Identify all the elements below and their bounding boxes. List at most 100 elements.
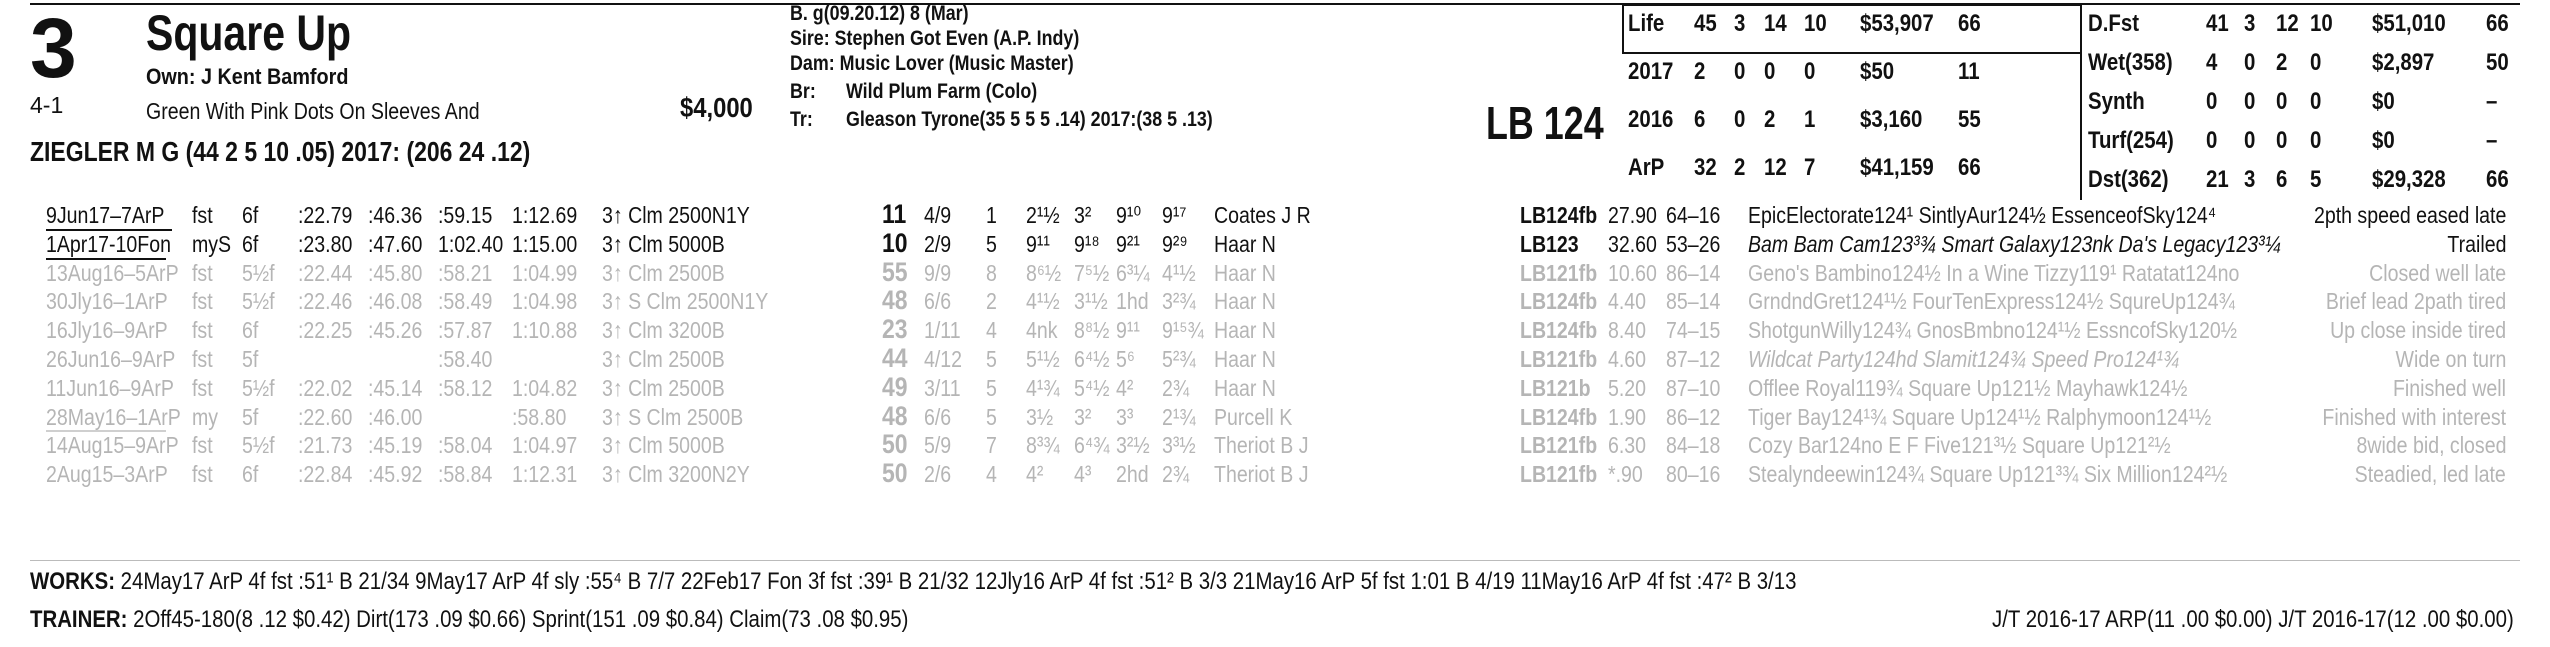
- pedigree-dam: Dam: Music Lover (Music Master): [790, 52, 1074, 75]
- race-date: 26Jun16–9ArP: [46, 346, 176, 372]
- race-final: 1:12.69: [512, 202, 578, 228]
- record-right-p: 0: [2276, 88, 2288, 115]
- weight-label: LB 124: [1486, 97, 1604, 149]
- race-final: 1:04.99: [512, 259, 578, 286]
- race-comp: Wildcat Party124hd Slamit124¾ Speed Pro1…: [1748, 346, 2180, 372]
- race-race: 3↑ Clm 2500B: [602, 346, 725, 372]
- record-right-label: Turf(254): [2088, 127, 2174, 154]
- race-pp: 2/6: [924, 461, 952, 488]
- race-st: 2: [986, 288, 997, 315]
- race-beyer: 48: [882, 285, 908, 316]
- race-jockey: Haar N: [1214, 374, 1276, 401]
- race-line: 30Jly16–1ArP fst 5½f:22.46:46.08:58.49 1:04…: [46, 285, 2536, 318]
- record-left-s: 0: [1804, 58, 1816, 85]
- race-fin: 3³½: [1162, 432, 1196, 459]
- race-wt: LB121fb: [1520, 432, 1598, 459]
- race-figs: 53–26: [1666, 230, 1721, 257]
- record-left-p: 14: [1764, 10, 1787, 37]
- race-separator: [46, 228, 172, 231]
- race-pp: 9/9: [924, 259, 952, 286]
- race-final: 1:12.31: [512, 461, 578, 488]
- race-c1: 5¹½: [1026, 346, 1060, 372]
- race-beyer: 50: [882, 458, 908, 489]
- race-fin: 2¹¾: [1162, 403, 1196, 430]
- race-f1: :22.79: [298, 202, 353, 228]
- record-right-earn: $2,897: [2372, 49, 2435, 76]
- race-comment: 2pth speed eased late: [2313, 202, 2506, 228]
- race-c2: 8⁸½: [1074, 317, 1110, 344]
- race-pp: 3/11: [924, 374, 961, 401]
- race-date: 14Aug15–9ArP: [46, 432, 179, 459]
- record-right-spd: 66: [2486, 10, 2509, 37]
- race-date: 13Aug16–5ArP: [46, 259, 179, 286]
- record-left-label: ArP: [1628, 154, 1665, 181]
- pedigree-line: B. g(09.20.12) 8 (Mar): [790, 2, 969, 25]
- claiming-price: $4,000: [680, 92, 753, 123]
- race-fin: 5²¾: [1162, 346, 1196, 372]
- race-cond: fst: [192, 432, 213, 459]
- race-wt: LB121fb: [1520, 461, 1598, 488]
- race-wt: LB124fb: [1520, 403, 1598, 430]
- race-odds: 32.60: [1608, 230, 1657, 257]
- race-wt: LB124fb: [1520, 317, 1598, 344]
- race-wt: LB121b: [1520, 374, 1591, 401]
- race-c2: 6⁴¾: [1074, 432, 1110, 459]
- race-wt: LB124fb: [1520, 202, 1598, 228]
- race-dist: 6f: [242, 230, 259, 257]
- race-st: 5: [986, 374, 997, 401]
- record-left-s: 7: [1804, 154, 1816, 181]
- silks-description: Green With Pink Dots On Sleeves And: [146, 98, 480, 124]
- record-right-w: 0: [2244, 127, 2256, 154]
- race-fin: 9²⁹: [1162, 230, 1188, 257]
- pedigree-trainer: Tr: Gleason Tyrone(35 5 5 5 .14) 2017:(3…: [790, 108, 1213, 131]
- race-st: 5: [986, 403, 997, 430]
- race-race: 3↑ Clm 2500N1Y: [602, 202, 750, 228]
- race-str: 6³¼: [1116, 259, 1150, 286]
- race-comp: Offlee Royal119¾ Square Up121½ Mayhawk12…: [1748, 374, 2188, 401]
- race-st: 8: [986, 259, 997, 286]
- race-c1: 9¹¹: [1026, 230, 1050, 257]
- record-right-label: Dst(362): [2088, 166, 2169, 193]
- record-left-w: 0: [1734, 58, 1746, 85]
- race-figs: 74–15: [1666, 317, 1721, 344]
- record-left-w: 0: [1734, 106, 1746, 133]
- race-f3: :58.21: [438, 259, 493, 286]
- race-race: 3↑ S Clm 2500B: [602, 403, 744, 430]
- record-left-p: 12: [1764, 154, 1787, 181]
- race-f1: :22.44: [298, 259, 353, 286]
- race-dist: 6f: [242, 461, 259, 488]
- record-left-p: 0: [1764, 58, 1776, 85]
- record-right-w: 3: [2244, 10, 2256, 37]
- top-rule: [30, 3, 2520, 5]
- race-beyer: 44: [882, 343, 908, 373]
- record-left-label: 2017: [1628, 58, 1674, 85]
- record-right-earn: $29,328: [2372, 166, 2446, 193]
- record-right-label: D.Fst: [2088, 10, 2139, 37]
- race-str: 4²: [1116, 374, 1134, 401]
- race-beyer: 49: [882, 371, 908, 402]
- race-c2: 5⁴½: [1074, 374, 1110, 401]
- race-comment: Finished well: [2392, 374, 2506, 401]
- record-right-w: 0: [2244, 88, 2256, 115]
- race-pp: 6/6: [924, 288, 952, 315]
- race-jockey: Haar N: [1214, 288, 1276, 315]
- race-pp: 5/9: [924, 432, 952, 459]
- race-comp: Bam Bam Cam123³¾ Smart Galaxy123nk Da's …: [1748, 230, 2281, 257]
- race-fin: 3²¾: [1162, 288, 1196, 315]
- race-fin: 2¾: [1162, 461, 1190, 488]
- race-c1: 3½: [1026, 403, 1054, 430]
- race-figs: 64–16: [1666, 202, 1721, 228]
- record-left-earn: $41,159: [1860, 154, 1934, 181]
- race-f2: :45.14: [368, 374, 423, 401]
- record-right-starts: 0: [2206, 88, 2218, 115]
- race-st: 7: [986, 432, 997, 459]
- record-right-spd: 66: [2486, 166, 2509, 193]
- workouts-line: WORKS: 24May17 ArP 4f fst :51¹ B 21/34 9…: [30, 568, 1796, 596]
- race-date: 28May16–1ArP: [46, 403, 181, 430]
- race-f3: :58.40: [438, 346, 493, 372]
- race-cond: my: [192, 403, 219, 430]
- race-date: 16Jly16–9ArP: [46, 317, 168, 344]
- race-f2: :45.80: [368, 259, 423, 286]
- race-final: 1:04.98: [512, 288, 578, 315]
- race-date: 9Jun17–7ArP: [46, 202, 165, 228]
